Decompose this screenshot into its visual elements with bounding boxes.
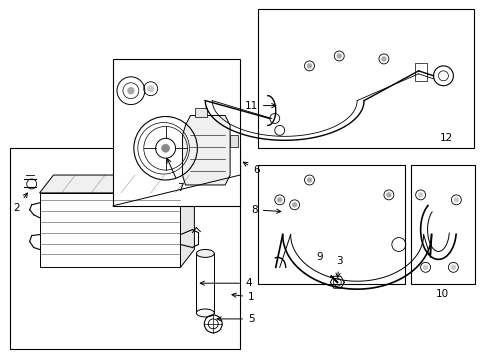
Polygon shape bbox=[180, 175, 194, 267]
Bar bbox=[410, 165, 474, 284]
Bar bbox=[230, 135, 238, 147]
Ellipse shape bbox=[196, 309, 214, 317]
Circle shape bbox=[277, 198, 281, 202]
Ellipse shape bbox=[196, 249, 214, 257]
Polygon shape bbox=[40, 175, 194, 193]
Text: 6: 6 bbox=[243, 162, 259, 175]
Bar bbox=[257, 9, 473, 148]
Polygon shape bbox=[40, 193, 180, 267]
Circle shape bbox=[307, 178, 311, 182]
Circle shape bbox=[423, 265, 427, 269]
Polygon shape bbox=[182, 116, 230, 185]
Bar bbox=[195, 108, 207, 117]
Circle shape bbox=[386, 193, 390, 197]
Text: 7: 7 bbox=[167, 159, 183, 193]
Bar bbox=[10, 148, 240, 349]
Circle shape bbox=[337, 54, 341, 58]
Text: 9: 9 bbox=[315, 252, 322, 262]
Text: 4: 4 bbox=[200, 278, 251, 288]
Circle shape bbox=[128, 88, 134, 94]
Text: 5: 5 bbox=[217, 314, 254, 324]
Text: 12: 12 bbox=[439, 133, 452, 143]
Text: 8: 8 bbox=[251, 205, 280, 215]
Text: 11: 11 bbox=[244, 100, 275, 111]
Circle shape bbox=[381, 57, 385, 61]
Bar bbox=[113, 59, 240, 206]
Text: 1: 1 bbox=[231, 292, 254, 302]
Circle shape bbox=[450, 265, 454, 269]
Circle shape bbox=[453, 198, 457, 202]
Text: 3: 3 bbox=[335, 256, 342, 277]
Text: 2: 2 bbox=[14, 193, 27, 213]
Bar bbox=[196, 253, 214, 313]
Text: 10: 10 bbox=[435, 289, 448, 299]
Circle shape bbox=[147, 86, 153, 92]
Bar bbox=[257, 165, 404, 284]
Circle shape bbox=[292, 203, 296, 207]
Circle shape bbox=[162, 144, 169, 152]
Circle shape bbox=[418, 193, 422, 197]
Circle shape bbox=[307, 64, 311, 68]
Bar bbox=[414, 63, 426, 81]
